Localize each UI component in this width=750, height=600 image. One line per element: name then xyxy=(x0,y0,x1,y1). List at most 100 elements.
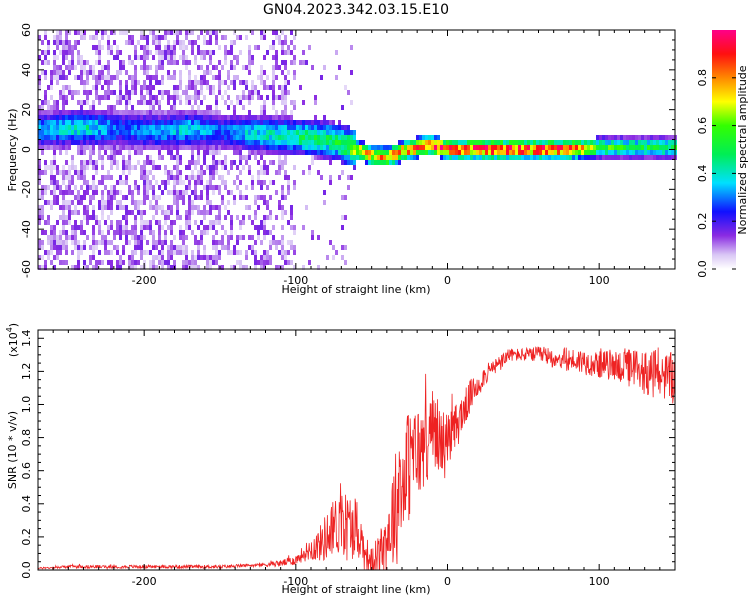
heatmap-cell xyxy=(167,210,170,215)
heatmap-cell xyxy=(329,140,332,145)
heatmap-cell xyxy=(74,220,77,225)
heatmap-cell xyxy=(302,120,305,125)
heatmap-cell xyxy=(107,70,110,75)
heatmap-cell xyxy=(62,120,65,125)
heatmap-cell xyxy=(65,110,68,115)
heatmap-cell xyxy=(167,215,170,220)
heatmap-cell xyxy=(119,190,122,195)
heatmap-cell xyxy=(392,160,395,165)
heatmap-cell xyxy=(122,250,125,255)
heatmap-cell xyxy=(233,150,236,155)
heatmap-cell xyxy=(71,190,74,195)
heatmap-cell xyxy=(116,55,119,60)
heatmap-cell xyxy=(41,115,44,120)
heatmap-cell xyxy=(92,185,95,190)
heatmap-cell xyxy=(191,260,194,265)
heatmap-cell xyxy=(167,150,170,155)
heatmap-cell xyxy=(170,95,173,100)
heatmap-cell xyxy=(245,155,248,160)
heatmap-cell xyxy=(437,145,440,150)
heatmap-cell xyxy=(230,230,233,235)
heatmap-cell xyxy=(206,145,209,150)
heatmap-cell xyxy=(263,200,266,205)
heatmap-cell xyxy=(185,255,188,260)
heatmap-cell xyxy=(83,145,86,150)
heatmap-cell xyxy=(83,180,86,185)
heatmap-cell xyxy=(191,255,194,260)
heatmap-cell xyxy=(407,150,410,155)
heatmap-cell xyxy=(545,140,548,145)
heatmap-cell xyxy=(170,175,173,180)
heatmap-cell xyxy=(326,125,329,130)
heatmap-cell xyxy=(143,190,146,195)
heatmap-cell xyxy=(116,205,119,210)
heatmap-cell xyxy=(128,190,131,195)
heatmap-cell xyxy=(212,165,215,170)
heatmap-cell xyxy=(242,165,245,170)
heatmap-cell xyxy=(365,150,368,155)
heatmap-cell xyxy=(293,150,296,155)
heatmap-cell xyxy=(284,260,287,265)
heatmap-cell xyxy=(47,255,50,260)
heatmap-cell xyxy=(182,120,185,125)
heatmap-cell xyxy=(209,180,212,185)
heatmap-cell xyxy=(140,130,143,135)
heatmap-cell xyxy=(224,120,227,125)
heatmap-cell xyxy=(188,205,191,210)
heatmap-cell xyxy=(350,135,353,140)
heatmap-cell xyxy=(50,145,53,150)
heatmap-cell xyxy=(149,65,152,70)
heatmap-cell xyxy=(44,110,47,115)
heatmap-cell xyxy=(53,245,56,250)
heatmap-cell xyxy=(269,230,272,235)
heatmap-cell xyxy=(68,165,71,170)
heatmap-cell xyxy=(98,95,101,100)
heatmap-cell xyxy=(554,150,557,155)
heatmap-cell xyxy=(86,115,89,120)
heatmap-cell xyxy=(443,140,446,145)
heatmap-cell xyxy=(257,145,260,150)
heatmap-cell xyxy=(536,145,539,150)
heatmap-cell xyxy=(149,225,152,230)
heatmap-cell xyxy=(308,150,311,155)
heatmap-cell xyxy=(269,125,272,130)
heatmap-cell xyxy=(53,235,56,240)
heatmap-cell xyxy=(278,240,281,245)
heatmap-cell xyxy=(77,175,80,180)
heatmap-cell xyxy=(179,110,182,115)
heatmap-cell xyxy=(122,145,125,150)
heatmap-cell xyxy=(107,140,110,145)
heatmap-cell xyxy=(314,155,317,160)
heatmap-cell xyxy=(101,45,104,50)
heatmap-cell xyxy=(275,75,278,80)
heatmap-cell xyxy=(251,130,254,135)
heatmap-cell xyxy=(260,150,263,155)
heatmap-cell xyxy=(128,95,131,100)
heatmap-cell xyxy=(149,125,152,130)
heatmap-cell xyxy=(143,145,146,150)
heatmap-cell xyxy=(473,155,476,160)
heatmap-cell xyxy=(521,155,524,160)
heatmap-cell xyxy=(77,115,80,120)
heatmap-cell xyxy=(50,175,53,180)
heatmap-cell xyxy=(302,50,305,55)
heatmap-cell xyxy=(104,65,107,70)
y-tick-label: 1.2 xyxy=(20,363,33,381)
heatmap-cell xyxy=(647,150,650,155)
heatmap-cell xyxy=(140,30,143,35)
heatmap-cell xyxy=(71,265,74,270)
heatmap-cell xyxy=(248,60,251,65)
heatmap-cell xyxy=(95,260,98,265)
heatmap-cell xyxy=(281,235,284,240)
heatmap-cell xyxy=(155,125,158,130)
heatmap-cell xyxy=(278,140,281,145)
heatmap-cell xyxy=(209,185,212,190)
heatmap-cell xyxy=(647,140,650,145)
heatmap-cell xyxy=(155,45,158,50)
heatmap-cell xyxy=(245,145,248,150)
heatmap-cell xyxy=(167,265,170,270)
heatmap-cell xyxy=(74,115,77,120)
heatmap-cell xyxy=(284,110,287,115)
heatmap-cell xyxy=(92,115,95,120)
heatmap-cell xyxy=(161,55,164,60)
